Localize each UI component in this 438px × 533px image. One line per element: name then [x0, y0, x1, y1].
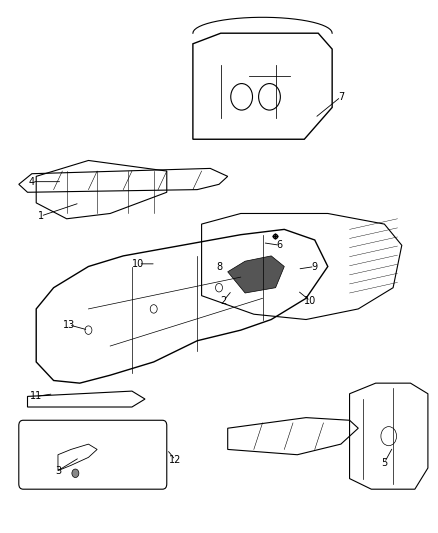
Text: 12: 12 — [170, 455, 182, 465]
Text: 10: 10 — [132, 259, 145, 269]
Text: 10: 10 — [304, 296, 317, 306]
Text: 5: 5 — [381, 458, 388, 467]
Text: 6: 6 — [277, 240, 283, 251]
Text: 9: 9 — [312, 262, 318, 271]
Circle shape — [72, 469, 79, 478]
Text: 13: 13 — [63, 320, 75, 330]
Text: 2: 2 — [220, 296, 226, 306]
Text: 1: 1 — [38, 211, 44, 221]
Text: 11: 11 — [30, 391, 42, 401]
Text: 4: 4 — [29, 176, 35, 187]
Text: 7: 7 — [338, 92, 344, 102]
Text: 3: 3 — [55, 466, 61, 475]
Polygon shape — [228, 256, 284, 293]
Text: 8: 8 — [216, 262, 222, 271]
